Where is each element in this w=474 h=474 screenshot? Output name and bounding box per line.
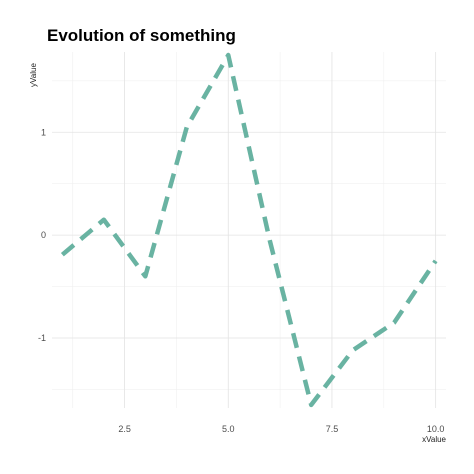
- y-tick-label: -1: [38, 333, 46, 343]
- y-axis-label: yValue: [29, 63, 38, 87]
- x-tick-label: 5.0: [222, 424, 235, 434]
- y-tick-label: 0: [41, 230, 46, 240]
- series-line: [60, 52, 438, 408]
- y-tick-label: 1: [41, 127, 46, 137]
- x-tick-label: 2.5: [118, 424, 131, 434]
- grid: [52, 52, 446, 408]
- series-group: [60, 52, 438, 408]
- chart-title: Evolution of something: [47, 26, 236, 45]
- y-tick-labels: -1 0 1: [38, 127, 46, 343]
- x-tick-labels: 2.5 5.0 7.5 10.0: [118, 424, 444, 434]
- x-axis-label: xValue: [422, 435, 446, 444]
- x-tick-label: 10.0: [427, 424, 445, 434]
- x-tick-label: 7.5: [326, 424, 339, 434]
